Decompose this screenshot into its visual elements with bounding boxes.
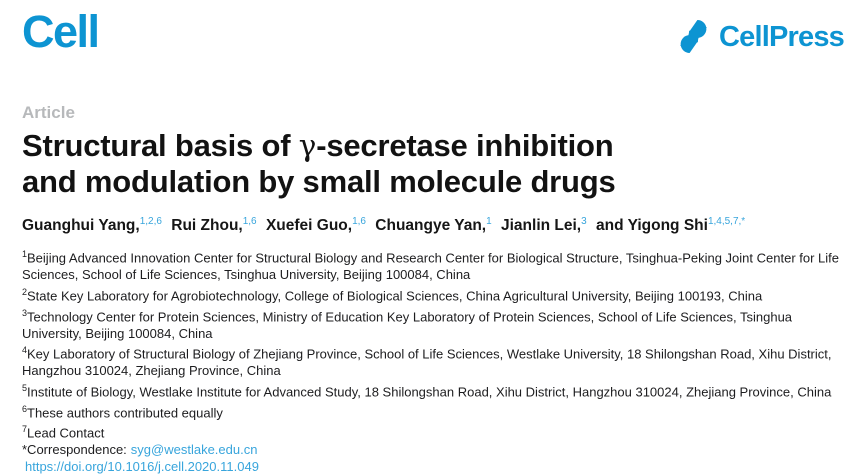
affiliation-line: 6These authors contributed equally [22,401,846,422]
author-superscripts: 1 [486,216,492,227]
affiliation-line: 7Lead Contact [22,421,846,442]
title-line1-post: -secretase inhibition [316,128,614,163]
affiliation-text: Institute of Biology, Westlake Institute… [27,383,832,399]
gamma-symbol: γ [298,129,317,163]
author-superscripts: 1,6 [352,216,366,227]
affiliation-line: 2State Key Laboratory for Agrobiotechnol… [22,284,846,305]
cellpress-logo: CellPress [675,19,845,54]
title-line2: and modulation by small molecule drugs [22,164,616,199]
doi-line: https://doi.org/10.1016/j.cell.2020.11.0… [22,459,846,476]
affiliation-line: 3Technology Center for Protein Sciences,… [22,305,846,343]
paper-first-page: Cell CellPress Article Structural basis … [22,0,845,474]
title-line1-pre: Structural basis of [22,128,299,163]
author-name: and Yigong Shi [595,217,708,235]
article-header: Article Structural basis of γ-secretase … [22,103,844,476]
affiliation-list: 1Beijing Advanced Innovation Center for … [22,246,846,442]
affiliation-text: Key Laboratory of Structural Biology of … [22,346,832,379]
cell-journal-logo: Cell [22,6,100,57]
affiliation-superscript: 5 [22,382,28,393]
author: Chuangye Yan,1 [375,216,492,235]
author: and Yigong Shi1,4,5,7,* [595,216,746,235]
affiliation-text: These authors contributed equally [27,404,223,420]
author-superscripts: 1,4,5,7,* [707,216,746,227]
doi-link[interactable]: https://doi.org/10.1016/j.cell.2020.11.0… [25,458,259,474]
author: Guanghui Yang,1,2,6 [22,216,162,235]
affiliation-superscript: 4 [22,345,28,356]
cellpress-logo-text: CellPress [719,20,845,53]
author-name: Xuefei Guo, [265,217,353,235]
affiliation-text: Beijing Advanced Innovation Center for S… [22,250,840,283]
author-superscripts: 3 [581,216,587,227]
journal-header: Cell CellPress [22,0,845,60]
author-name: Rui Zhou, [171,217,243,235]
author: Jianlin Lei,3 [501,216,587,235]
affiliation-superscript: 6 [22,403,28,414]
author-name: Guanghui Yang, [22,217,140,235]
cellpress-swirl-icon [679,19,708,54]
author-name: Jianlin Lei, [501,217,582,235]
author-superscripts: 1,2,6 [139,216,162,227]
affiliation-text: Technology Center for Protein Sciences, … [22,308,793,341]
article-title: Structural basis of γ-secretase inhibiti… [22,128,844,199]
author: Xuefei Guo,1,6 [265,216,366,235]
affiliation-line: 4Key Laboratory of Structural Biology of… [22,342,846,380]
affiliation-line: 1Beijing Advanced Innovation Center for … [22,246,846,284]
affiliation-line: 5Institute of Biology, Westlake Institut… [22,380,846,401]
author-name: Chuangye Yan, [375,217,487,235]
affiliation-superscript: 1 [22,249,28,260]
affiliation-superscript: 7 [22,424,28,435]
author-list: Guanghui Yang,1,2,6 Rui Zhou,1,6 Xuefei … [22,216,844,235]
affiliation-text: Lead Contact [27,425,105,441]
author: Rui Zhou,1,6 [171,216,257,235]
footnote-block: *Correspondence: syg@westlake.edu.cn http… [22,442,846,475]
affiliation-superscript: 2 [22,286,28,297]
article-type-label: Article [22,103,75,122]
affiliation-superscript: 3 [22,307,28,318]
affiliation-text: State Key Laboratory for Agrobiotechnolo… [27,288,763,303]
author-superscripts: 1,6 [242,216,257,227]
